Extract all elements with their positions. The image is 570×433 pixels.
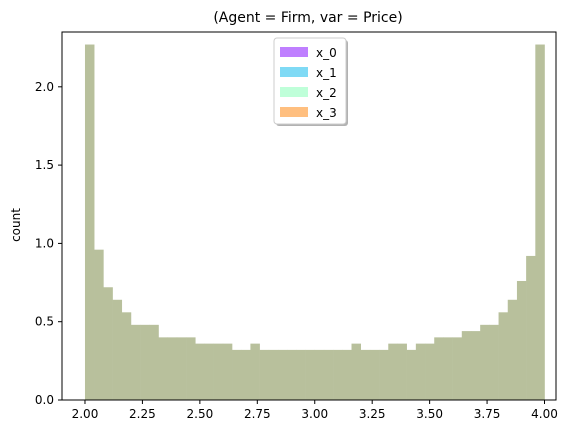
histogram-bar (425, 343, 435, 400)
histogram-bar (167, 337, 178, 400)
x-tick-label: 3.50 (416, 407, 443, 421)
histogram-bar (415, 343, 426, 400)
histogram-bar (498, 312, 509, 400)
histogram-bar (489, 324, 499, 400)
x-tick-label: 3.00 (301, 407, 328, 421)
legend-label: x_3 (316, 106, 337, 120)
histogram-bar (535, 44, 545, 401)
legend-swatch (280, 87, 308, 97)
histogram-bar (158, 337, 168, 400)
y-tick-label: 2.0 (35, 80, 54, 94)
histogram-bar (176, 337, 187, 400)
histogram-bar (277, 349, 288, 400)
x-tick-label: 2.00 (72, 407, 99, 421)
histogram-bar (526, 255, 536, 400)
x-tick-label: 3.25 (359, 407, 386, 421)
x-tick-label: 4.00 (531, 407, 558, 421)
histogram-bar (516, 280, 527, 400)
legend-label: x_1 (316, 66, 337, 80)
axes-group: 2.00 2.25 2.50 2.75 3.00 3.25 3.50 3.75 4.00 0.0 0… (35, 31, 558, 421)
y-tick-label: 1.5 (35, 158, 54, 172)
y-axis-label: count (9, 208, 23, 242)
histogram-bar (314, 349, 325, 400)
histogram-bar (103, 287, 113, 400)
histogram-bar (130, 324, 141, 400)
x-tick-label: 2.75 (244, 407, 271, 421)
histogram-bar (241, 349, 251, 400)
histogram-bar (351, 343, 361, 400)
histogram-bar (112, 299, 123, 400)
histogram-bar (204, 343, 214, 400)
legend-swatch (280, 47, 308, 57)
histogram-bar (480, 324, 490, 400)
histogram-bar (342, 349, 352, 400)
histogram-bar (379, 349, 389, 400)
histogram-bar (232, 349, 242, 400)
y-tick-label: 0.5 (35, 315, 54, 329)
histogram-bar (397, 343, 407, 400)
histogram-bar (333, 349, 343, 400)
histogram-bar (259, 349, 270, 400)
histogram-bar (434, 337, 444, 400)
legend: x_0 x_1 x_2 x_3 (273, 37, 348, 126)
histogram-bar (369, 349, 380, 400)
legend-label: x_2 (316, 86, 337, 100)
histogram-bar (121, 312, 132, 400)
x-tick-label: 2.50 (187, 407, 214, 421)
y-tick-label: 0.0 (35, 393, 54, 407)
histogram-bar (406, 349, 417, 400)
x-tick-label: 3.75 (474, 407, 501, 421)
histogram-bar (461, 331, 472, 400)
histogram-bar (94, 249, 104, 400)
histogram-bar (268, 349, 279, 400)
histogram-bar (84, 44, 95, 401)
legend-label: x_0 (316, 46, 337, 60)
chart-title: (Agent = Firm, var = Price) (213, 10, 402, 26)
histogram-bar (213, 343, 224, 400)
histogram-bar (388, 343, 398, 400)
legend-swatch (280, 107, 308, 117)
bars-group (84, 44, 545, 401)
histogram-bar (186, 337, 196, 400)
legend-swatch (280, 67, 308, 77)
histogram-bar (360, 349, 371, 400)
x-tick-label: 2.25 (129, 407, 156, 421)
histogram-bar (195, 343, 205, 400)
plot-frame (61, 31, 557, 401)
histogram-bar (140, 324, 150, 400)
histogram-bar (470, 331, 481, 400)
y-tick-label: 1.0 (35, 236, 54, 250)
histogram-bar (296, 349, 306, 400)
legend-box (273, 37, 347, 125)
histogram-bar (323, 349, 334, 400)
histogram-bar (305, 349, 316, 400)
histogram-bar (452, 337, 463, 400)
histogram-bar (222, 343, 233, 400)
histogram-bar (443, 337, 453, 400)
histogram-bar (149, 324, 159, 400)
histogram-bar (287, 349, 297, 400)
histogram-bar (250, 343, 260, 400)
histogram-bar (507, 299, 518, 400)
